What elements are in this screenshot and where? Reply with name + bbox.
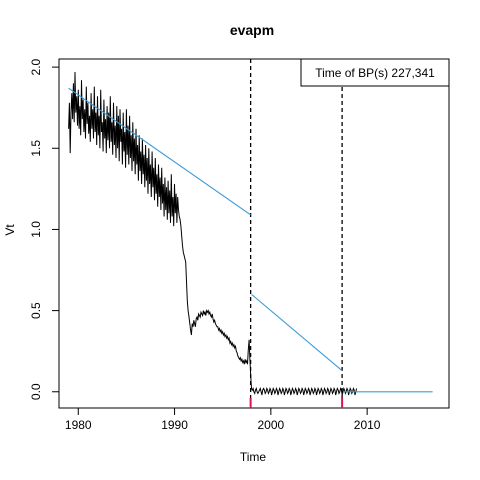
- x-axis-label: Time: [240, 450, 267, 464]
- series-line: [68, 71, 358, 396]
- trend-line: [251, 293, 343, 372]
- y-axis: 0.0 0.5 1.0 1.5 2.0: [29, 58, 59, 400]
- y-tick-label: 2.0: [29, 58, 43, 75]
- x-tick-label: 2000: [258, 418, 285, 432]
- x-tick-label: 1990: [161, 418, 188, 432]
- y-tick-label: 0.0: [29, 383, 43, 400]
- y-tick-label: 1.0: [29, 221, 43, 238]
- legend-text: Time of BP(s) 227,341: [315, 66, 435, 80]
- y-tick-label: 0.5: [29, 302, 43, 319]
- plot-frame: [58, 58, 450, 409]
- trend-line: [68, 87, 251, 216]
- x-tick-label: 1980: [65, 418, 92, 432]
- x-tick-label: 2010: [354, 418, 381, 432]
- x-axis: 1980 1990 2000 2010: [65, 408, 381, 432]
- legend: Time of BP(s) 227,341: [300, 58, 450, 87]
- breakpoint-lines: [249, 59, 344, 408]
- y-tick-label: 1.5: [29, 140, 43, 157]
- y-axis-label: Vt: [3, 224, 17, 236]
- chart-title: evapm: [230, 22, 274, 38]
- legend-box: [300, 58, 450, 87]
- series-layer: [68, 71, 433, 396]
